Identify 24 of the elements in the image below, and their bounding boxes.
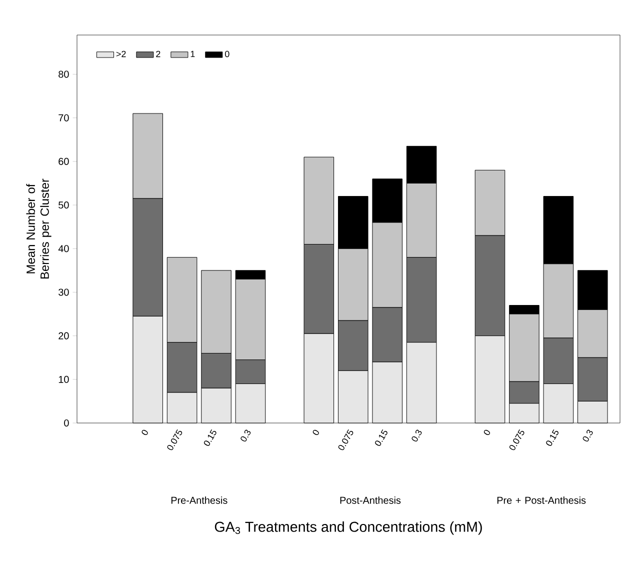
y-tick-label: 60 bbox=[58, 158, 69, 165]
x-tick-label: 0.3 bbox=[412, 430, 422, 442]
text: Pre-Anthesis bbox=[171, 496, 228, 504]
x-tick-label: 0 bbox=[484, 430, 490, 436]
legend-label: 2 bbox=[156, 50, 160, 58]
x-tick-label: 0 bbox=[312, 430, 319, 436]
legend-label: 1 bbox=[190, 50, 195, 58]
y-tick-label: 40 bbox=[58, 245, 69, 252]
legend-label: 0 bbox=[224, 50, 230, 58]
y-tick-label: 10 bbox=[58, 376, 69, 383]
text: Post-Anthesis bbox=[340, 496, 401, 504]
y-tick-label: 0 bbox=[64, 419, 69, 427]
y-tick-label: 30 bbox=[58, 288, 69, 296]
x-tick-label: 0 bbox=[142, 430, 148, 436]
y-tick-label: 20 bbox=[58, 332, 69, 340]
x-tick-label: 0.3 bbox=[582, 430, 593, 442]
y-tick-label: 80 bbox=[58, 70, 69, 78]
y-tick-label: 70 bbox=[58, 114, 69, 122]
text: Pre + Post-Anthesis bbox=[497, 496, 586, 504]
y-tick-label: 50 bbox=[58, 202, 69, 209]
x-tick-label: 0.3 bbox=[240, 430, 251, 442]
y-axis-title: Mean Number of Berries per Cluster bbox=[26, 178, 52, 279]
x-axis-title: GA$_{3}$ Treatments and Concentrations (mM) bbox=[214, 521, 482, 535]
legend-label: >2 bbox=[116, 50, 126, 58]
